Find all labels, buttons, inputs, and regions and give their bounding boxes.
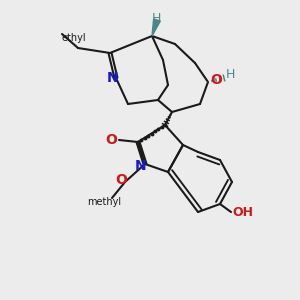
Text: H: H [151,11,161,25]
Text: H: H [225,68,235,80]
Text: methyl: methyl [87,197,121,207]
Text: OH: OH [232,206,254,218]
Polygon shape [152,19,160,36]
Text: N: N [107,71,119,85]
Text: O: O [210,73,222,87]
Text: O: O [105,133,117,147]
Text: O: O [115,173,127,187]
Text: ethyl: ethyl [62,33,86,43]
Text: N: N [135,159,147,173]
